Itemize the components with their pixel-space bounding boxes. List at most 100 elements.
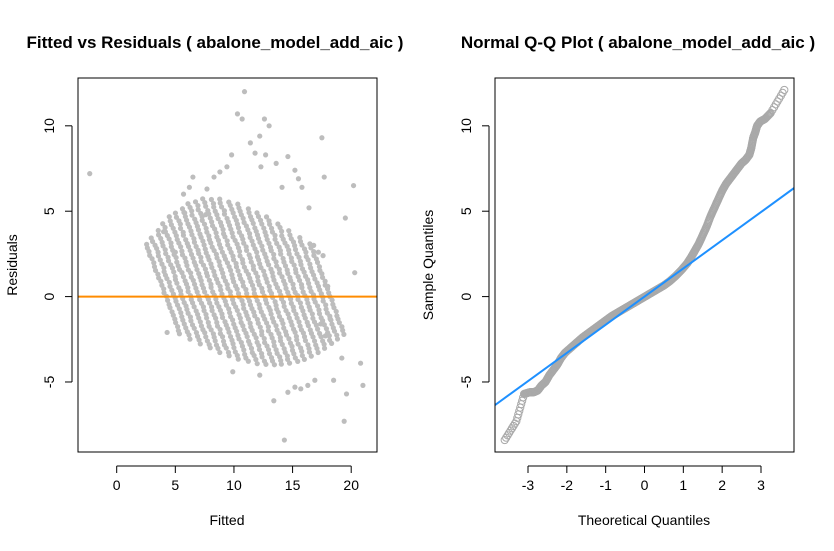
data-point xyxy=(182,278,188,284)
data-point xyxy=(308,288,314,295)
data-point xyxy=(162,224,168,231)
data-point xyxy=(144,241,150,247)
data-point xyxy=(229,272,235,278)
data-point xyxy=(287,274,293,281)
data-point xyxy=(298,304,304,310)
data-point xyxy=(341,418,347,424)
data-point xyxy=(162,229,169,235)
data-point xyxy=(292,246,299,253)
data-point xyxy=(208,304,215,310)
data-point xyxy=(176,285,182,291)
data-point xyxy=(503,431,512,440)
data-point xyxy=(217,219,224,226)
data-point xyxy=(310,315,316,321)
data-point xyxy=(267,287,273,294)
data-point xyxy=(185,288,191,295)
data-point xyxy=(155,271,161,277)
data-point xyxy=(277,270,283,276)
data-point xyxy=(236,312,242,318)
data-point xyxy=(202,266,209,272)
data-point xyxy=(286,251,292,257)
data-point xyxy=(203,225,209,231)
data-point xyxy=(232,214,238,220)
data-point xyxy=(198,323,205,329)
data-point xyxy=(217,263,223,269)
data-point xyxy=(764,111,773,120)
data-point xyxy=(307,284,313,291)
data-point xyxy=(294,251,300,257)
data-point xyxy=(211,174,217,180)
x-axis: 0 5 10 15 20 xyxy=(113,465,359,493)
data-point xyxy=(193,285,199,291)
data-point xyxy=(178,310,184,316)
x-tick-label: -1 xyxy=(599,477,612,493)
data-point xyxy=(198,259,204,265)
data-point xyxy=(263,214,270,220)
data-point xyxy=(205,319,211,326)
data-point xyxy=(191,259,197,265)
data-point xyxy=(333,308,339,315)
data-point xyxy=(248,259,254,265)
data-point xyxy=(232,283,239,289)
data-point xyxy=(193,243,199,250)
x-tick-label: 10 xyxy=(226,477,242,493)
data-point xyxy=(204,229,210,235)
data-point xyxy=(147,252,153,259)
data-point xyxy=(220,338,227,344)
x-tick-label: 5 xyxy=(171,477,179,493)
y-tick-label: 0 xyxy=(41,292,57,300)
data-point xyxy=(216,241,223,248)
data-point xyxy=(292,266,299,273)
data-point xyxy=(276,244,282,250)
data-point xyxy=(324,286,331,292)
data-point xyxy=(198,210,204,217)
data-point xyxy=(259,328,265,335)
data-point xyxy=(284,267,290,273)
data-point xyxy=(231,321,237,327)
data-point xyxy=(279,184,285,190)
data-point xyxy=(504,428,514,438)
data-point xyxy=(208,196,215,203)
data-point xyxy=(258,351,265,357)
data-point xyxy=(245,206,251,212)
data-point xyxy=(248,324,254,330)
data-point xyxy=(181,299,187,306)
data-point xyxy=(266,283,272,290)
data-point xyxy=(203,311,209,318)
fitted-vs-residuals-panel: Fitted vs Residuals ( abalone_model_add_… xyxy=(4,33,403,528)
data-point xyxy=(309,311,315,317)
data-point xyxy=(269,315,276,321)
data-point xyxy=(258,164,264,170)
data-point xyxy=(322,282,328,288)
data-point xyxy=(198,254,204,260)
data-point xyxy=(265,324,271,330)
data-point xyxy=(251,286,257,292)
reference-line xyxy=(495,187,794,406)
data-point xyxy=(762,112,772,121)
data-point xyxy=(180,191,187,197)
x-tick-label: -2 xyxy=(561,477,574,493)
data-point xyxy=(251,331,257,337)
data-point xyxy=(320,338,326,344)
data-point xyxy=(298,386,304,392)
data-point xyxy=(312,276,318,282)
data-point xyxy=(298,281,305,288)
data-point xyxy=(160,221,166,227)
data-point xyxy=(360,382,366,388)
data-point xyxy=(243,309,249,315)
data-point xyxy=(247,214,254,220)
data-point xyxy=(290,281,296,287)
data-point xyxy=(235,268,241,274)
data-point xyxy=(217,200,223,206)
data-point xyxy=(245,338,252,344)
data-point xyxy=(334,313,340,319)
data-point xyxy=(148,235,154,241)
data-point xyxy=(320,298,326,304)
data-point xyxy=(243,244,249,250)
data-point xyxy=(341,331,347,337)
data-point xyxy=(206,277,212,283)
data-point xyxy=(292,167,298,173)
data-point xyxy=(289,347,296,353)
data-point xyxy=(231,300,237,307)
data-point xyxy=(272,236,278,242)
